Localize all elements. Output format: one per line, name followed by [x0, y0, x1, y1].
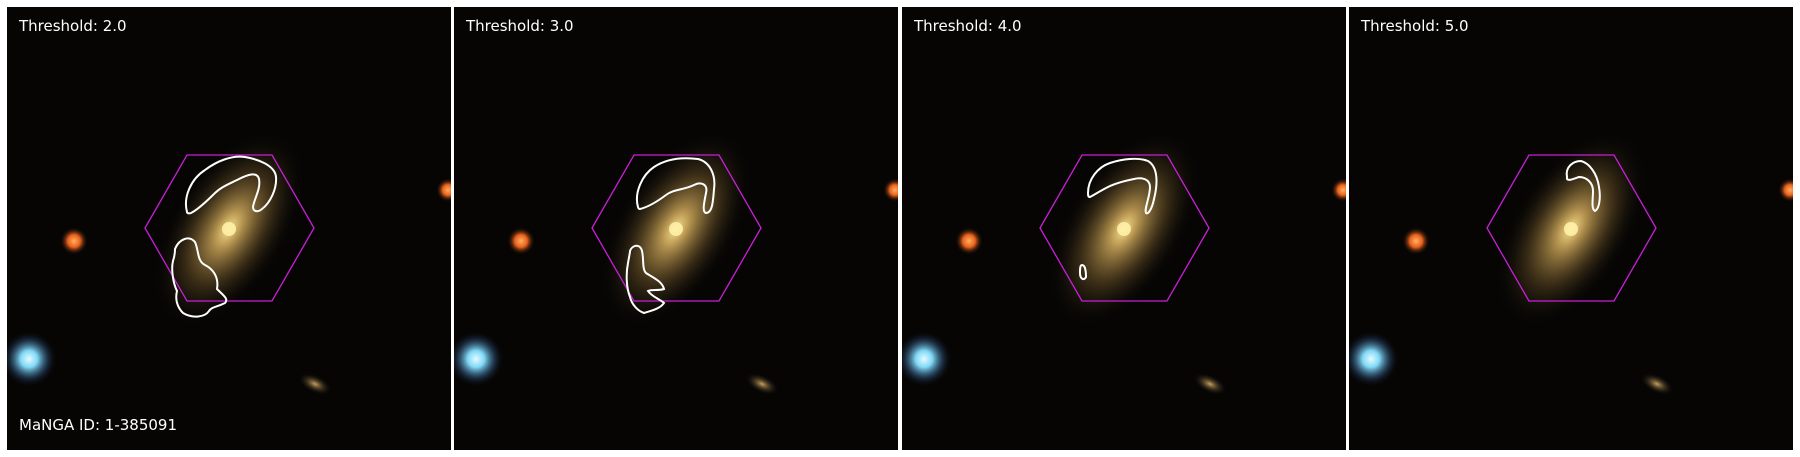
threshold-label: Threshold: 3.0 — [466, 17, 574, 35]
contour-lower — [625, 244, 666, 315]
contour-upper — [1086, 157, 1158, 215]
small-galaxy — [298, 372, 332, 396]
orange-star-edge — [436, 178, 451, 202]
orange-star — [955, 227, 983, 255]
blue-star — [454, 331, 504, 387]
contour-lower — [171, 237, 228, 318]
image-panel-threshold-5: Threshold: 5.0 — [1349, 7, 1793, 450]
threshold-label: Threshold: 5.0 — [1361, 17, 1469, 35]
ifu-hexagon — [1486, 154, 1657, 302]
ifu-hexagon — [1039, 154, 1210, 302]
orange-star-edge — [883, 178, 898, 202]
small-galaxy — [745, 372, 779, 396]
blue-star — [1349, 331, 1399, 387]
orange-star — [1402, 227, 1430, 255]
ifu-hexagon — [591, 154, 762, 302]
galaxy-core — [1564, 222, 1578, 236]
contour-upper — [185, 155, 278, 215]
image-panel-threshold-2: Threshold: 2.0 MaNGA ID: 1-385091 — [7, 7, 451, 450]
galaxy-core — [222, 222, 236, 236]
threshold-label: Threshold: 2.0 — [19, 17, 127, 35]
threshold-label: Threshold: 4.0 — [914, 17, 1022, 35]
orange-star-edge — [1778, 178, 1793, 202]
galaxy-core — [1117, 222, 1131, 236]
small-galaxy — [1640, 372, 1674, 396]
orange-star — [60, 227, 88, 255]
orange-star — [507, 227, 535, 255]
ifu-hexagon — [144, 154, 315, 302]
contour-upper — [1565, 159, 1601, 213]
orange-star-edge — [1331, 178, 1346, 202]
sky-image — [454, 130, 898, 396]
sky-image — [902, 130, 1346, 396]
small-galaxy — [1193, 372, 1227, 396]
galaxy-core — [669, 222, 683, 236]
manga-id-label: MaNGA ID: 1-385091 — [19, 416, 178, 434]
contour-upper — [636, 157, 716, 215]
blue-star — [902, 331, 952, 387]
sky-image — [1349, 130, 1793, 396]
blue-star — [7, 331, 57, 387]
sky-image — [7, 130, 451, 396]
contour-dot — [1078, 263, 1088, 281]
image-panel-threshold-3: Threshold: 3.0 — [454, 7, 898, 450]
image-panel-threshold-4: Threshold: 4.0 — [902, 7, 1346, 450]
